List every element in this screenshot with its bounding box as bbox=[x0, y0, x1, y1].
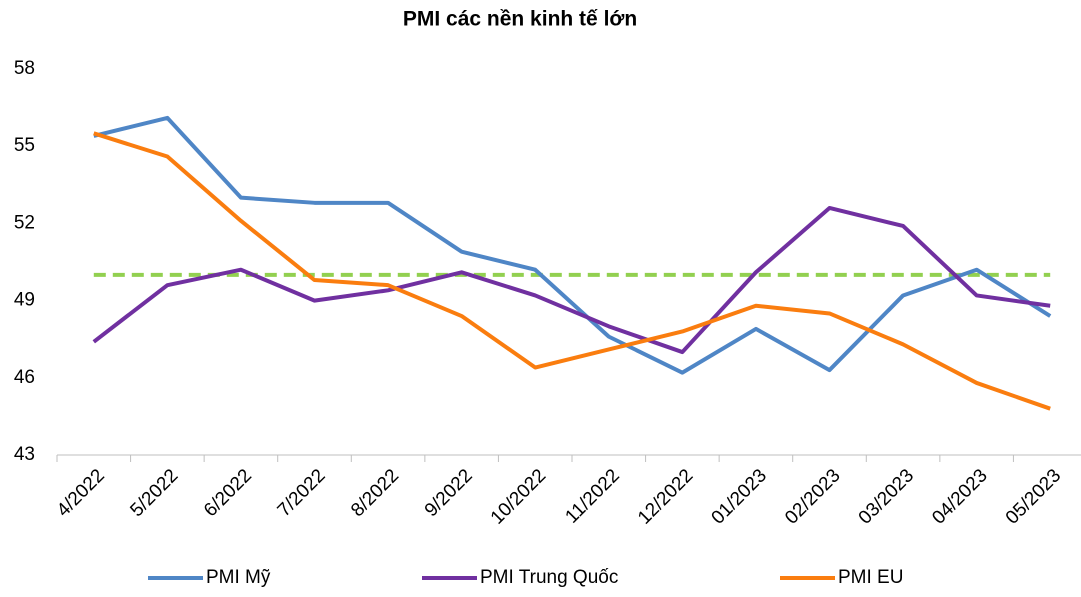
y-tick-label: 46 bbox=[14, 367, 35, 388]
chart-title: PMI các nền kinh tế lớn bbox=[403, 8, 637, 31]
legend-label: PMI Mỹ bbox=[206, 567, 271, 588]
y-tick-label: 43 bbox=[14, 444, 35, 465]
x-tick-label: 4/2022 bbox=[53, 465, 109, 521]
y-tick-label: 58 bbox=[14, 58, 35, 79]
x-tick-label: 05/2023 bbox=[1002, 465, 1065, 528]
legend-label: PMI EU bbox=[838, 567, 903, 588]
x-tick-label: 04/2023 bbox=[928, 465, 991, 528]
x-tick-label: 5/2022 bbox=[126, 465, 182, 521]
y-tick-label: 52 bbox=[14, 212, 35, 233]
x-tick-label: 9/2022 bbox=[421, 465, 477, 521]
series-line bbox=[92, 205, 1051, 355]
x-tick-label: 7/2022 bbox=[274, 465, 330, 521]
x-tick-label: 03/2023 bbox=[855, 465, 918, 528]
x-tick-label: 01/2023 bbox=[708, 465, 771, 528]
x-tick-label: 12/2022 bbox=[634, 465, 697, 528]
series-line bbox=[93, 115, 1052, 375]
x-tick-label: 02/2023 bbox=[781, 465, 844, 528]
y-tick-label: 55 bbox=[14, 135, 35, 156]
x-tick-label: 10/2022 bbox=[487, 465, 550, 528]
y-tick-label: 49 bbox=[14, 290, 35, 311]
series-line bbox=[93, 131, 1051, 411]
x-tick-label: 8/2022 bbox=[347, 465, 403, 521]
x-tick-label: 6/2022 bbox=[200, 465, 256, 521]
legend-label: PMI Trung Quốc bbox=[480, 567, 618, 588]
x-tick-label: 11/2022 bbox=[561, 465, 623, 527]
